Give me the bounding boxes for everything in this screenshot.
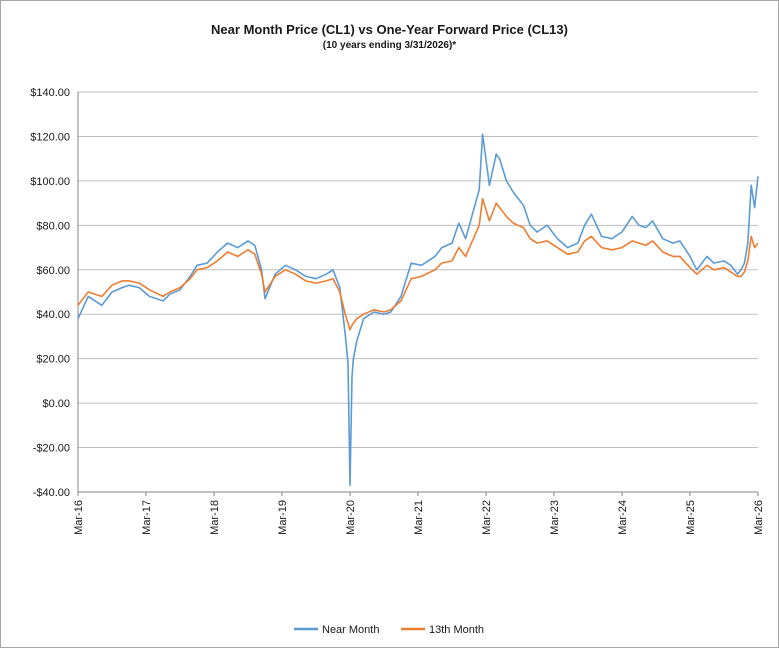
x-axis-ticks: Mar-16 Mar-17 Mar-18 Mar-19 Mar-20 Mar-21 Mar-… <box>73 492 765 535</box>
x-tick-label: Mar-20 <box>345 500 357 535</box>
y-tick-label: $80.00 <box>36 220 70 232</box>
legend: Near Month 13th Month <box>294 624 484 636</box>
legend-label-13th-month: 13th Month <box>429 624 484 636</box>
y-tick-label: $20.00 <box>36 354 70 366</box>
x-tick-label: Mar-16 <box>73 500 85 535</box>
y-tick-label: $100.00 <box>30 176 70 188</box>
y-tick-label: $120.00 <box>30 131 70 143</box>
x-tick-label: Mar-19 <box>277 500 289 535</box>
chart-subtitle: (10 years ending 3/31/2026)* <box>322 40 457 51</box>
x-tick-label: Mar-18 <box>209 500 221 535</box>
x-tick-label: Mar-24 <box>617 500 629 535</box>
x-tick-label: Mar-25 <box>685 500 697 535</box>
series-lines <box>77 133 759 487</box>
x-tick-label: Mar-17 <box>141 500 153 535</box>
series-line-near-month <box>77 133 759 487</box>
chart-title: Near Month Price (CL1) vs One-Year Forwa… <box>211 22 568 37</box>
y-tick-label: -$40.00 <box>33 487 70 499</box>
x-tick-label: Mar-26 <box>753 500 765 535</box>
x-tick-label: Mar-23 <box>549 500 561 535</box>
y-tick-label: -$20.00 <box>33 443 70 455</box>
legend-label-near-month: Near Month <box>322 624 379 636</box>
y-axis-ticks: -$40.00 -$20.00 $0.00 $20.00 $40.00 $60.00 $80… <box>30 87 70 499</box>
gridlines <box>77 91 758 493</box>
x-tick-label: Mar-21 <box>413 500 425 535</box>
y-tick-label: $140.00 <box>30 87 70 99</box>
series-line-13th-month <box>77 197 759 331</box>
y-tick-label: $40.00 <box>36 309 70 321</box>
y-tick-label: $60.00 <box>36 265 70 277</box>
x-tick-label: Mar-22 <box>481 500 493 535</box>
y-tick-label: $0.00 <box>42 398 70 410</box>
